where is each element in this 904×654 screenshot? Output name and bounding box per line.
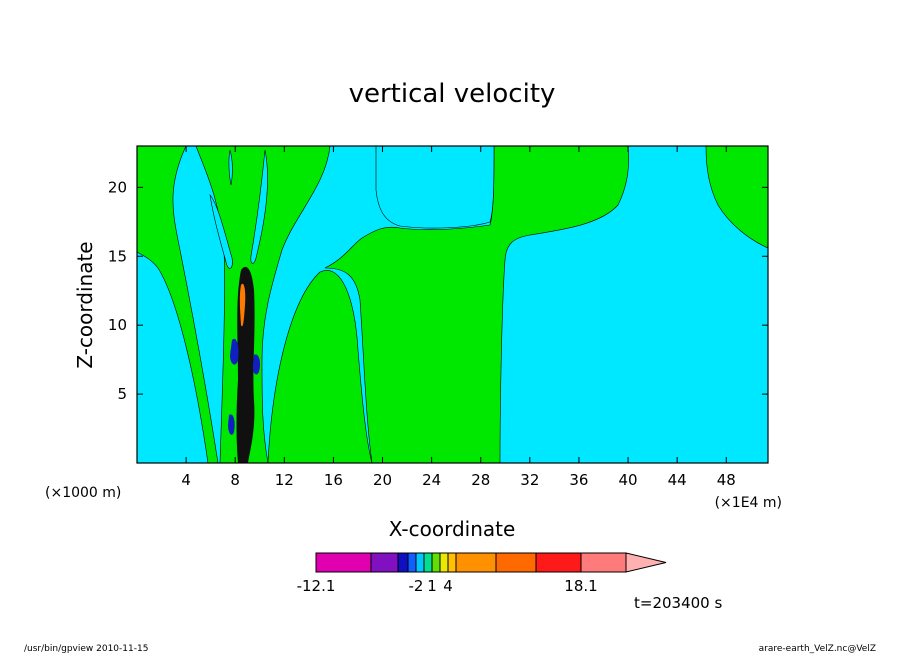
- colorbar-extend-arrow: [625, 552, 667, 573]
- x-tick-label: 40: [619, 471, 638, 489]
- colorbar-swatch: [415, 552, 425, 573]
- x-tick-label: 20: [373, 471, 392, 489]
- colorbar-swatch: [455, 552, 497, 573]
- colorbar: -12.1 -2 1 4 18.1: [297, 552, 667, 595]
- colorbar-swatch: [580, 552, 627, 573]
- y-tick-label: 15: [108, 247, 127, 265]
- colorbar-swatch: [431, 552, 441, 573]
- y-tick-label: 10: [108, 316, 127, 334]
- colorbar-label: 4: [443, 577, 453, 595]
- blue-core-patch: [252, 354, 261, 375]
- cyan-region-upper-mid: [375, 146, 495, 229]
- x-tick-label: 32: [520, 471, 539, 489]
- colorbar-label: 18.1: [564, 577, 597, 595]
- plot-frame: [136, 145, 769, 464]
- x-unit-left: (×1000 m): [45, 485, 121, 501]
- x-tick-label: 36: [569, 471, 588, 489]
- footer-right: arare-earth_VelZ.nc@VelZ: [759, 644, 876, 654]
- plot-area: [137, 146, 768, 463]
- x-tick-label: 8: [230, 471, 240, 489]
- x-axis-label: X-coordinate: [389, 517, 516, 541]
- x-unit-right: (×1E4 m): [715, 495, 782, 511]
- colorbar-swatch: [370, 552, 399, 573]
- convective-core: [228, 266, 261, 463]
- colorbar-swatch: [495, 552, 537, 573]
- cyan-band: [250, 149, 268, 264]
- x-tick-label: 24: [422, 471, 441, 489]
- x-tick-label: 44: [668, 471, 687, 489]
- colorbar-swatch: [447, 552, 457, 573]
- x-tick-label: 12: [275, 471, 294, 489]
- green-region-lower-mid: [267, 270, 373, 463]
- colorbar-swatch: [407, 552, 417, 573]
- orange-core-streak: [239, 283, 246, 327]
- y-axis: 5 10 15 20: [108, 178, 768, 403]
- colorbar-swatch: [315, 552, 372, 573]
- x-tick-label: 28: [471, 471, 490, 489]
- x-axis: 4 8 12 16 20 24 28 32 36 40 44 48: [181, 146, 736, 489]
- chart-title: vertical velocity: [349, 79, 556, 109]
- colorbar-label: -12.1: [297, 577, 336, 595]
- time-annotation: t=203400 s: [634, 594, 722, 612]
- x-tick-label: 16: [324, 471, 343, 489]
- green-region-central: [324, 146, 629, 463]
- colorbar-label: -2: [409, 577, 424, 595]
- colorbar-swatch: [439, 552, 449, 573]
- y-axis-label: Z-coordinate: [73, 241, 97, 368]
- x-tick-label: 4: [181, 471, 191, 489]
- colorbar-swatch: [397, 552, 409, 573]
- y-tick-label: 20: [108, 178, 127, 196]
- colorbar-label: 1: [427, 577, 437, 595]
- colorbar-swatch: [535, 552, 582, 573]
- dark-core-column: [236, 266, 255, 463]
- blue-core-patch: [230, 338, 239, 365]
- y-tick-label: 5: [117, 385, 127, 403]
- footer-left: /usr/bin/gpview 2010-11-15: [24, 644, 148, 654]
- x-tick-label: 48: [717, 471, 736, 489]
- colorbar-swatch: [423, 552, 433, 573]
- cyan-band: [209, 193, 233, 269]
- blue-core-patch: [228, 414, 235, 435]
- cyan-band: [228, 149, 233, 186]
- green-region-right-corner: [705, 146, 768, 249]
